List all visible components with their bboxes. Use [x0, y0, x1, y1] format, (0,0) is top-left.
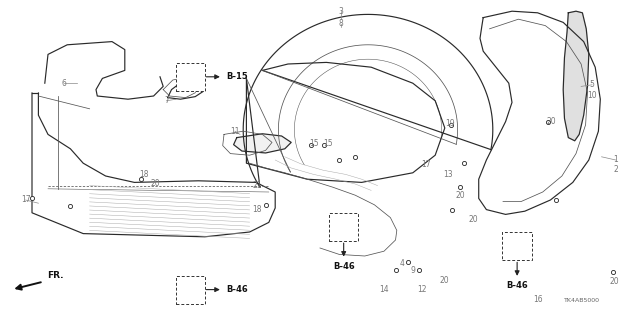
Text: 9: 9: [410, 266, 415, 275]
Text: 10: 10: [587, 92, 597, 100]
Text: 12: 12: [418, 285, 427, 294]
Text: B-46: B-46: [226, 285, 248, 294]
Text: 11: 11: [230, 127, 239, 136]
Text: 14: 14: [379, 285, 389, 294]
Text: 17: 17: [420, 160, 431, 169]
Text: 16: 16: [532, 295, 543, 304]
Text: 20: 20: [150, 179, 161, 188]
Text: 20: 20: [468, 215, 479, 224]
Text: 15: 15: [323, 140, 333, 148]
Text: 1: 1: [613, 156, 618, 164]
Text: 13: 13: [443, 170, 453, 179]
FancyBboxPatch shape: [502, 232, 532, 260]
Text: 3: 3: [339, 7, 344, 16]
FancyBboxPatch shape: [329, 213, 358, 241]
Text: 15: 15: [308, 140, 319, 148]
Text: 18: 18: [253, 205, 262, 214]
Text: 17: 17: [20, 196, 31, 204]
Text: 20: 20: [440, 276, 450, 285]
Text: 6: 6: [61, 79, 67, 88]
Text: B-46: B-46: [333, 262, 355, 271]
Text: 4: 4: [399, 260, 404, 268]
Text: 7: 7: [164, 96, 169, 105]
Text: TK4AB5000: TK4AB5000: [564, 298, 600, 303]
Polygon shape: [563, 11, 589, 141]
Text: 20: 20: [609, 277, 620, 286]
Text: 21: 21: [253, 181, 262, 190]
Text: 20: 20: [547, 117, 557, 126]
FancyBboxPatch shape: [176, 276, 205, 304]
FancyBboxPatch shape: [176, 63, 205, 91]
Text: 2: 2: [613, 165, 618, 174]
Text: B-15: B-15: [226, 72, 248, 81]
Text: 18: 18: [140, 170, 148, 179]
Text: 5: 5: [589, 80, 595, 89]
Text: 8: 8: [339, 20, 344, 28]
Text: FR.: FR.: [47, 271, 63, 280]
Text: B-46: B-46: [506, 281, 528, 290]
Polygon shape: [234, 134, 291, 153]
Text: 19: 19: [445, 119, 455, 128]
Text: 20: 20: [456, 191, 466, 200]
